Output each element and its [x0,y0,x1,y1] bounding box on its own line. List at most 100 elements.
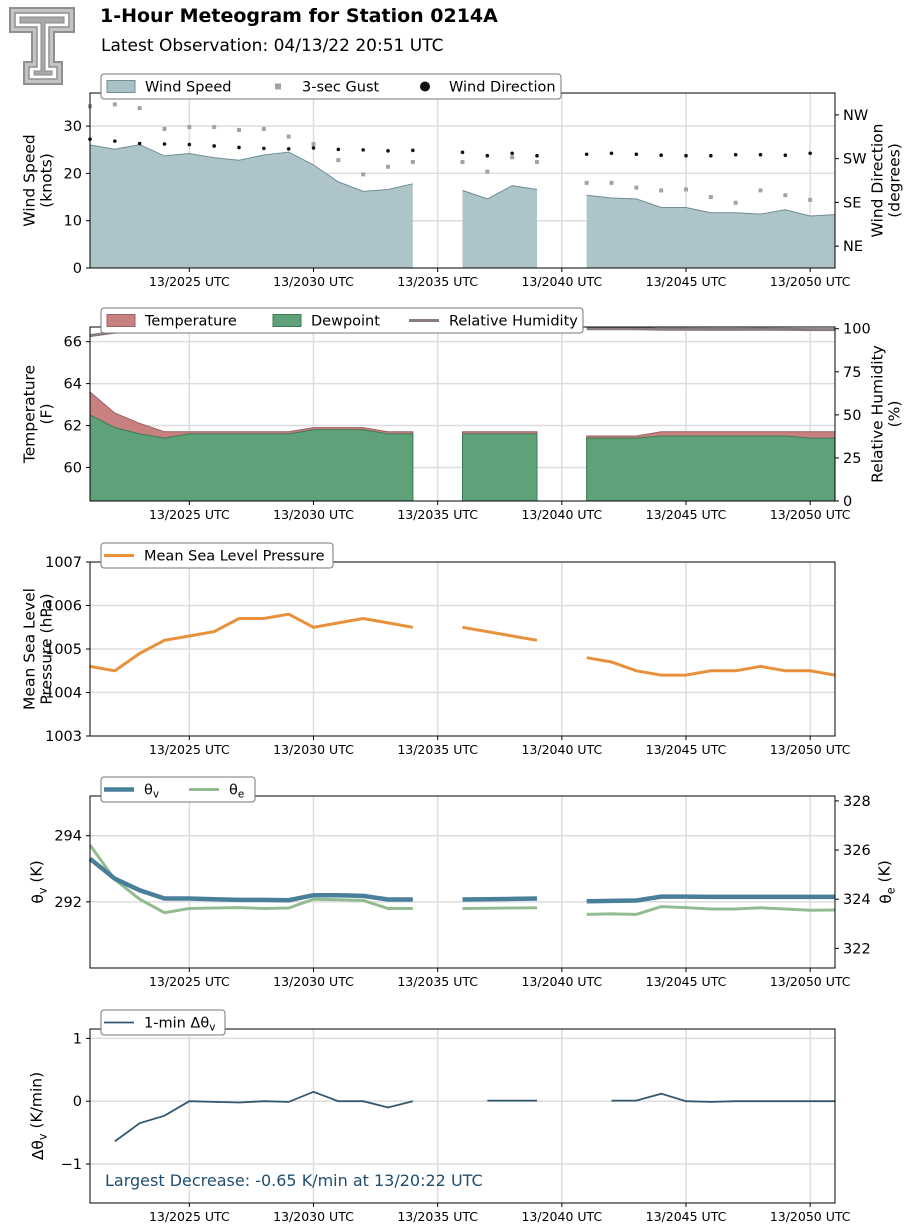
x-tick-label: 13/2040 UTC [521,974,602,989]
wind-direction-marker [187,142,192,147]
x-tick-label: 13/2040 UTC [521,1209,602,1224]
y-tick-label: 1003 [45,729,82,745]
y-right-axis-label: Wind Direction (degrees) [869,124,904,238]
axis-label-line: Temperature [21,365,39,464]
legend-label: Dewpoint [311,314,380,330]
y-axis-label: Temperature (F) [21,365,56,464]
plot-frame [89,1028,836,1204]
legend-swatch [275,83,281,90]
y-tick-label: 20 [64,166,82,182]
x-tick-label: 13/2035 UTC [397,1209,478,1224]
y-right-tick-label: 328 [843,794,871,810]
gust-marker [212,125,217,130]
wind-direction-marker [411,148,415,153]
y-right-tick-label: SE [843,195,861,211]
axis-label-line: (%) [886,401,904,428]
wind-speed-edge [89,144,413,192]
y-axis-label: θv (K) [28,860,50,903]
gust-marker [485,169,490,174]
gust-marker [336,158,341,163]
y-tick-label: 1005 [45,642,82,658]
wind-direction-marker [584,152,589,157]
wind-direction-marker [758,152,763,157]
y-right-tick-label: 0 [843,494,852,510]
x-tick-label: 13/2050 UTC [770,274,851,289]
y-tick-label: 60 [64,460,82,476]
legend-label: θv [144,783,159,801]
x-tick-label: 13/2035 UTC [397,742,478,757]
wind-direction-marker [311,146,316,150]
axis-label-line: Pressure (hPa) [38,593,56,704]
y-right-tick-label: 324 [843,892,871,908]
gust-marker [386,164,390,169]
wind-direction-marker [386,149,390,153]
gust-marker [634,185,639,190]
gust-marker [410,160,415,165]
y-axis-label: Mean Sea Level Pressure (hPa) [21,588,56,710]
gust-marker [783,193,788,198]
dewpoint-area [89,414,414,502]
wind-direction-marker [485,153,490,158]
y-right-tick-label: 326 [843,843,871,859]
latest-observation: Latest Observation: 04/13/22 20:51 UTC [101,36,444,56]
legend-box [100,776,256,803]
y-tick-label: 294 [54,829,82,845]
x-tick-label: 13/2050 UTC [770,507,851,522]
axis-label-line: Wind Speed [21,134,39,226]
gust-marker [460,160,465,165]
wind-direction-marker [659,153,663,158]
legend-box [100,73,562,100]
x-tick-label: 13/2045 UTC [646,274,727,289]
y-right-tick-label: 75 [843,365,861,381]
x-tick-label: 13/2045 UTC [646,742,727,757]
gust-marker [112,102,117,107]
x-tick-label: 13/2030 UTC [273,974,354,989]
x-tick-label: 13/2050 UTC [770,742,851,757]
wind-speed-area [462,185,537,268]
gust-marker [510,155,515,160]
y-tick-label: 1007 [45,555,82,571]
legend-box [100,307,584,334]
theta-v-line [586,894,835,904]
pressure-line [462,625,538,642]
y-tick-label: 292 [54,895,82,911]
x-tick-label: 13/2045 UTC [646,974,727,989]
axis-label-line: (F) [38,403,56,424]
legend-swatch [106,80,136,93]
wind-direction-marker [535,153,539,158]
x-tick-label: 13/2025 UTC [149,507,230,522]
gust-marker [162,126,167,131]
x-tick-label: 13/2030 UTC [273,742,354,757]
y-tick-label: 10 [64,214,82,230]
gust-marker [584,180,589,185]
wind-speed-edge [586,194,836,217]
wind-direction-marker [709,153,713,158]
theta-e-line [88,844,413,915]
wind-direction-marker [237,145,241,150]
wind-direction-marker [162,142,167,146]
x-tick-label: 13/2030 UTC [273,1209,354,1224]
y-tick-label: 64 [64,377,82,393]
delta-theta-line [611,1092,835,1103]
legend-label: θe [229,783,244,801]
gust-marker [684,187,688,192]
legend-label: Wind Direction [449,80,556,96]
page-title: 1-Hour Meteogram for Station 0214A [100,5,498,27]
dewpoint-area [586,435,836,502]
x-tick-label: 13/2050 UTC [770,974,851,989]
y-right-tick-label: SW [843,152,867,168]
wind-direction-marker [336,147,341,152]
y-axis-label: Wind Speed (knots) [21,134,56,226]
gust-marker [137,106,142,111]
wind-direction-marker [137,141,142,146]
y-tick-label: −1 [61,1157,82,1173]
x-tick-label: 13/2025 UTC [149,742,230,757]
legend-box [100,1009,226,1036]
wind-panel: 13/2025 UTC 13/2030 UTC 13/2035 UTC 13/2040… [21,73,904,289]
gust-marker [708,195,713,200]
y-right-tick-label: 50 [843,408,861,424]
pressure-line [586,656,836,677]
wind-direction-marker [361,148,365,152]
y-tick-label: 0 [73,1094,82,1110]
